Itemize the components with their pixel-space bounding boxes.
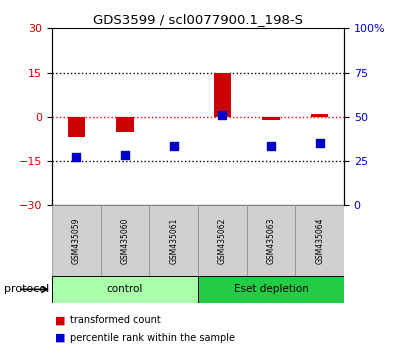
Point: [122, 152, 128, 158]
Bar: [149, 205, 198, 276]
Bar: [116, 117, 134, 132]
Text: GSM435064: GSM435064: [315, 217, 324, 264]
Bar: [52, 205, 101, 276]
Text: ■: ■: [55, 315, 65, 325]
Text: protocol: protocol: [4, 284, 49, 294]
Text: GSM435063: GSM435063: [266, 217, 276, 264]
Point: [268, 143, 274, 149]
Title: GDS3599 / scl0077900.1_198-S: GDS3599 / scl0077900.1_198-S: [93, 13, 303, 26]
Text: GSM435060: GSM435060: [120, 217, 130, 264]
Bar: [68, 117, 85, 137]
Point: [316, 141, 323, 146]
Bar: [214, 73, 231, 117]
Text: GSM435059: GSM435059: [72, 217, 81, 264]
Text: Eset depletion: Eset depletion: [234, 284, 308, 295]
Bar: [295, 205, 344, 276]
Bar: [198, 205, 247, 276]
Text: percentile rank within the sample: percentile rank within the sample: [70, 333, 235, 343]
Text: transformed count: transformed count: [70, 315, 161, 325]
Bar: [262, 117, 280, 120]
Text: control: control: [107, 284, 143, 295]
Bar: [198, 276, 344, 303]
Bar: [52, 276, 198, 303]
Bar: [101, 205, 149, 276]
Bar: [247, 205, 295, 276]
Text: ■: ■: [55, 333, 65, 343]
Text: GSM435062: GSM435062: [218, 217, 227, 264]
Point: [219, 113, 226, 118]
Bar: [311, 114, 328, 117]
Point: [73, 154, 80, 159]
Text: GSM435061: GSM435061: [169, 217, 178, 264]
Point: [170, 143, 177, 149]
